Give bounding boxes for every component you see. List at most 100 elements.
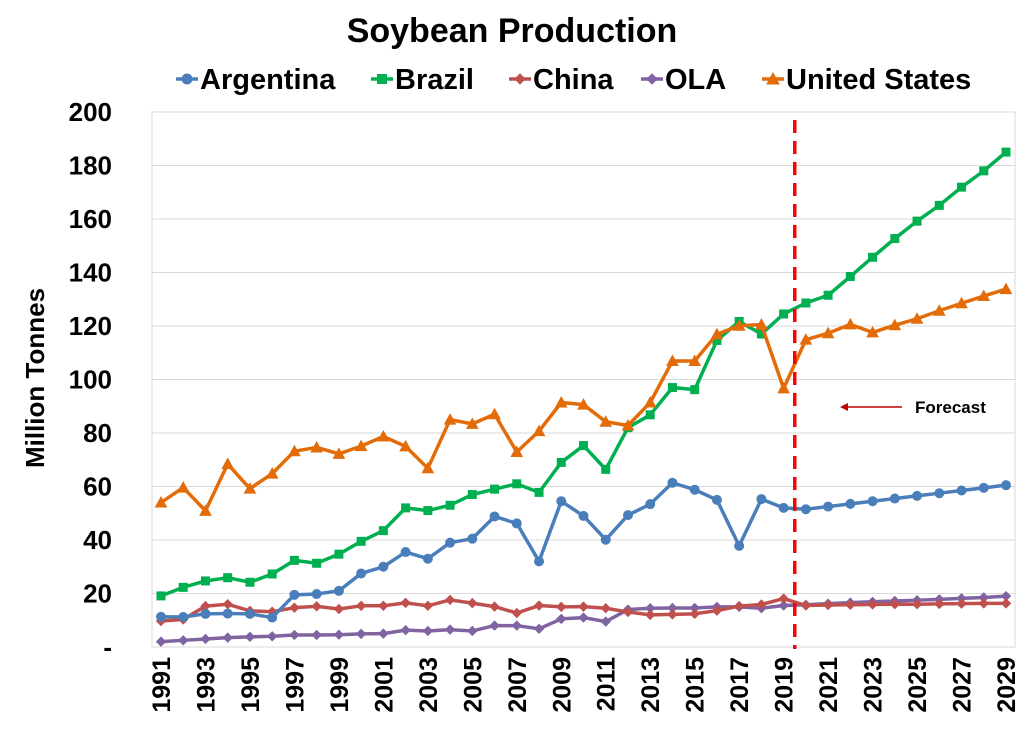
y-axis-label: Million Tonnes [20,288,50,468]
data-point-united-states [310,440,324,453]
data-point-argentina [178,612,189,623]
x-tick-label: 2003 [415,657,443,713]
x-tick-label: 2007 [504,657,532,713]
y-tick-label: 200 [69,97,112,127]
data-point-united-states [843,317,857,330]
data-point-argentina [622,510,633,521]
legend-marker [766,71,780,85]
data-point-brazil [423,506,433,516]
legend-label: Brazil [395,64,474,96]
data-point-united-states [999,282,1013,295]
data-point-argentina [556,496,567,507]
data-point-united-states [377,429,390,442]
data-point-united-states [799,333,813,345]
series-ola [155,590,1012,647]
data-point-china [822,599,834,611]
data-point-argentina [222,608,233,619]
data-point-argentina [889,493,900,504]
data-point-united-states [932,304,946,316]
data-point-ola [533,623,545,635]
data-point-united-states [955,296,968,309]
data-point-ola [600,616,611,627]
x-tick-label: 1993 [192,657,220,713]
data-point-brazil [912,216,922,226]
data-point-united-states [354,439,368,452]
data-point-brazil [690,385,700,395]
x-tick-label: 2019 [771,657,799,713]
chart-title: Soybean Production [347,12,678,50]
data-point-argentina [667,477,678,488]
data-point-china [689,608,700,620]
data-point-china [778,593,789,604]
data-point-china [733,600,745,612]
data-point-china [355,600,367,612]
data-point-brazil [845,272,855,282]
x-tick-label: 2011 [593,657,621,711]
data-point-china [556,601,567,613]
data-point-china [489,601,500,612]
data-point-united-states [688,354,702,367]
y-tick-label: 160 [69,204,112,234]
series-argentina [156,477,1011,623]
x-tick-label: 2009 [548,657,576,713]
data-point-argentina [645,499,656,510]
data-point-argentina [756,494,767,505]
data-point-brazil [356,536,366,546]
data-point-brazil [401,503,411,513]
data-point-brazil [934,200,944,210]
data-point-ola [511,620,522,631]
x-axis-ticks: 1991 1993 1995 1997 1999 2001 2003 2005 2007 2009… [148,657,1021,713]
data-point-united-states [532,424,546,437]
data-point-china [622,606,634,618]
data-point-ola [266,631,278,642]
data-point-united-states [332,447,346,459]
data-point-china [978,598,989,609]
data-point-argentina [867,496,878,507]
data-point-united-states [399,439,412,452]
data-point-ola [489,620,500,631]
data-point-argentina [244,608,255,619]
data-point-brazil [156,591,166,601]
data-point-brazil [823,290,833,300]
y-tick-label: 120 [69,311,112,341]
data-point-argentina [778,502,789,513]
data-point-china [845,599,856,610]
x-tick-label: 2027 [949,657,977,713]
data-point-brazil [445,500,455,510]
data-point-china [1000,598,1012,609]
data-point-united-states [710,327,724,340]
data-point-china [378,600,389,612]
data-point-china [400,597,411,609]
x-tick-label: 2001 [370,657,398,713]
x-tick-label: 2017 [726,657,754,713]
legend-marker [181,73,193,85]
data-point-brazil [1001,147,1011,157]
data-point-china [511,607,522,619]
data-point-brazil [579,441,588,451]
series-line-argentina [160,481,1007,620]
data-point-brazil [223,573,233,583]
y-tick-label: 60 [83,472,112,502]
x-tick-label: 2021 [815,657,843,713]
legend-item-china: China [509,64,614,96]
data-point-argentina [823,501,834,512]
data-point-argentina [311,589,322,600]
legend-label: United States [786,64,971,96]
legend-marker [646,73,658,85]
data-point-brazil [267,569,277,579]
data-point-united-states [510,445,524,457]
data-point-china [867,599,878,610]
x-tick-label: 2025 [904,657,932,713]
data-point-brazil [490,484,500,494]
data-point-brazil [289,555,299,565]
legend-item-argentina: Argentina [176,64,336,96]
series-layer [154,147,1013,647]
data-point-united-states [666,354,679,367]
data-point-ola [556,613,567,625]
data-point-brazil [667,383,677,393]
x-tick-label: 1995 [237,657,265,713]
data-point-argentina [711,494,722,505]
data-point-argentina [467,533,478,544]
data-point-argentina [734,540,745,551]
data-point-united-states [577,398,590,410]
